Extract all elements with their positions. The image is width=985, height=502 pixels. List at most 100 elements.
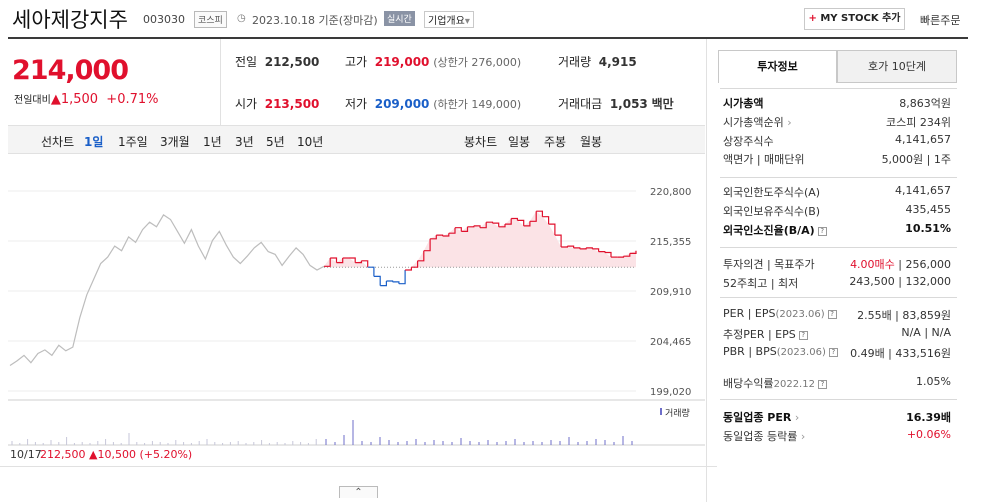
price-segment [411, 260, 419, 268]
range-3m[interactable]: 3개월 [160, 135, 190, 149]
prev-close: 전일 212,500 [235, 55, 320, 69]
range-10y[interactable]: 10년 [297, 135, 324, 149]
help-icon[interactable]: ? [817, 379, 827, 389]
info-row-label: 추정PER | EPS [723, 328, 796, 341]
up-arrow-icon: ▲ [50, 92, 61, 107]
row-divider [720, 177, 957, 178]
chevron-right-icon: › [791, 411, 800, 424]
info-row: 투자의견 | 목표주가 4.00매수 | 256,000 [723, 256, 951, 272]
price-segment [386, 280, 394, 282]
price-segment [529, 211, 537, 222]
realtime-badge[interactable]: 실시간 [384, 11, 415, 26]
info-row-label: 동일업종 등락률 [723, 430, 798, 443]
price-segment [336, 258, 344, 264]
candle-weekly[interactable]: 주봉 [544, 135, 567, 149]
price-segment [430, 235, 437, 240]
price-segment [517, 219, 525, 226]
collapse-toggle-button[interactable]: ⌃ [339, 486, 378, 498]
tab-orderbook-10[interactable]: 호가 10단계 [837, 50, 957, 83]
y-tick-label: 204,465 [650, 337, 691, 348]
info-row-value: 4,141,657 [895, 133, 951, 146]
info-row-period: (2023.06) [776, 347, 826, 358]
candle-daily[interactable]: 일봉 [508, 135, 531, 149]
tab-investment-info[interactable]: 투자정보 [718, 50, 837, 83]
chevron-down-icon: ▾ [464, 16, 470, 27]
price-segment [330, 257, 338, 263]
range-3y[interactable]: 3년 [235, 135, 254, 149]
divider [220, 39, 221, 125]
price-segment [623, 253, 631, 257]
chevron-right-icon: › [783, 116, 792, 129]
price-segment [455, 227, 462, 232]
market-badge: 코스피 [194, 11, 227, 28]
plus-icon: + [808, 13, 817, 24]
company-name: 세아제강지주 [12, 8, 128, 32]
price-segment [349, 257, 356, 263]
info-row-value: 435,455 [905, 203, 952, 216]
price-segment [523, 221, 531, 227]
price-segment [380, 281, 387, 287]
info-row-value: +0.06% [906, 428, 951, 441]
company-overview-button[interactable]: 기업개요▾ [424, 11, 474, 28]
price-segment [554, 234, 562, 247]
price-segment [448, 227, 456, 234]
divider [706, 39, 707, 502]
info-row: 외국인보유주식수(B) 435,455 [723, 203, 951, 219]
info-row: 동일업종 PER › 16.39배 [723, 409, 951, 425]
quick-order-link[interactable]: 빠른주문 [920, 14, 961, 27]
trade-amount: 거래대금 1,053 백만 [558, 97, 674, 111]
range-5y[interactable]: 5년 [266, 135, 285, 149]
stock-code: 003030 [143, 13, 185, 26]
info-row-value: 10.51% [905, 222, 951, 235]
quote-date: 2023.10.18 기준(장마감) [252, 14, 378, 27]
y-tick-label: 220,800 [650, 187, 691, 198]
help-icon[interactable]: ? [798, 330, 808, 340]
info-row-value: 1.05% [916, 375, 951, 388]
info-row-value: 4,141,657 [895, 184, 951, 197]
intraday-price-chart[interactable]: 220,800215,355209,910204,465199,02010/17… [8, 163, 705, 446]
range-1w[interactable]: 1주일 [118, 135, 148, 149]
help-icon[interactable]: ? [828, 347, 838, 357]
info-row-period: 2022.12 [773, 379, 815, 390]
info-row-value: 8,863억원 [899, 97, 951, 110]
price-segment [461, 226, 469, 232]
price-segment [361, 260, 369, 268]
info-row-label: 52주최고 | 최저 [723, 277, 799, 290]
row-divider [720, 297, 957, 298]
info-row-label: 시가총액 [723, 97, 764, 110]
price-segment [579, 247, 587, 250]
info-row-label: PBR | BPS [723, 345, 777, 358]
info-row: PER | EPS(2023.06)? 2.55배 | 83,859원 [723, 307, 951, 322]
info-row-label: 외국인소진율(B/A) [723, 224, 815, 237]
chart-range-tabs: 선차트 1일 1주일 3개월 1년 3년 5년 10년 봉차트 일봉 주봉 월봉 [8, 125, 705, 154]
price-segment [423, 238, 431, 252]
clock-icon: ◷ [237, 13, 246, 24]
info-row-value: 243,500 | 132,000 [849, 275, 951, 288]
row-divider [720, 88, 957, 89]
range-1d[interactable]: 1일 [84, 135, 104, 149]
prev-day-line [9, 214, 325, 367]
help-icon[interactable]: ? [817, 226, 827, 236]
price-segment [442, 233, 450, 237]
price-segment [536, 210, 543, 217]
legend-swatch [660, 408, 662, 415]
price-change: 전일대비▲1,500 +0.71% [14, 92, 159, 107]
info-row: 상장주식수 4,141,657 [723, 133, 951, 149]
y-tick-label: 209,910 [650, 287, 691, 298]
open-price: 시가 213,500 [235, 97, 320, 111]
range-1y[interactable]: 1년 [203, 135, 222, 149]
gain-area [324, 211, 636, 268]
info-row: 외국인소진율(B/A)? 10.51% [723, 222, 951, 238]
help-icon[interactable]: ? [827, 309, 837, 319]
price-segment [405, 267, 412, 271]
info-row-value: 0.49배 | 433,516원 [850, 347, 951, 360]
info-row: 외국인한도주식수(A) 4,141,657 [723, 184, 951, 200]
info-row: 시가총액순위 › 코스피 234위 [723, 114, 951, 130]
candle-monthly[interactable]: 월봉 [580, 135, 603, 149]
info-row-label: 외국인한도주식수(A) [723, 186, 821, 199]
price-segment [511, 217, 518, 221]
info-row: 배당수익률2022.12? 1.05% [723, 375, 951, 391]
info-row-label: 외국인보유주식수(B) [723, 205, 821, 218]
info-row-label: 상장주식수 [723, 135, 774, 148]
mystock-add-button[interactable]: + MY STOCK 추가 [804, 8, 905, 30]
